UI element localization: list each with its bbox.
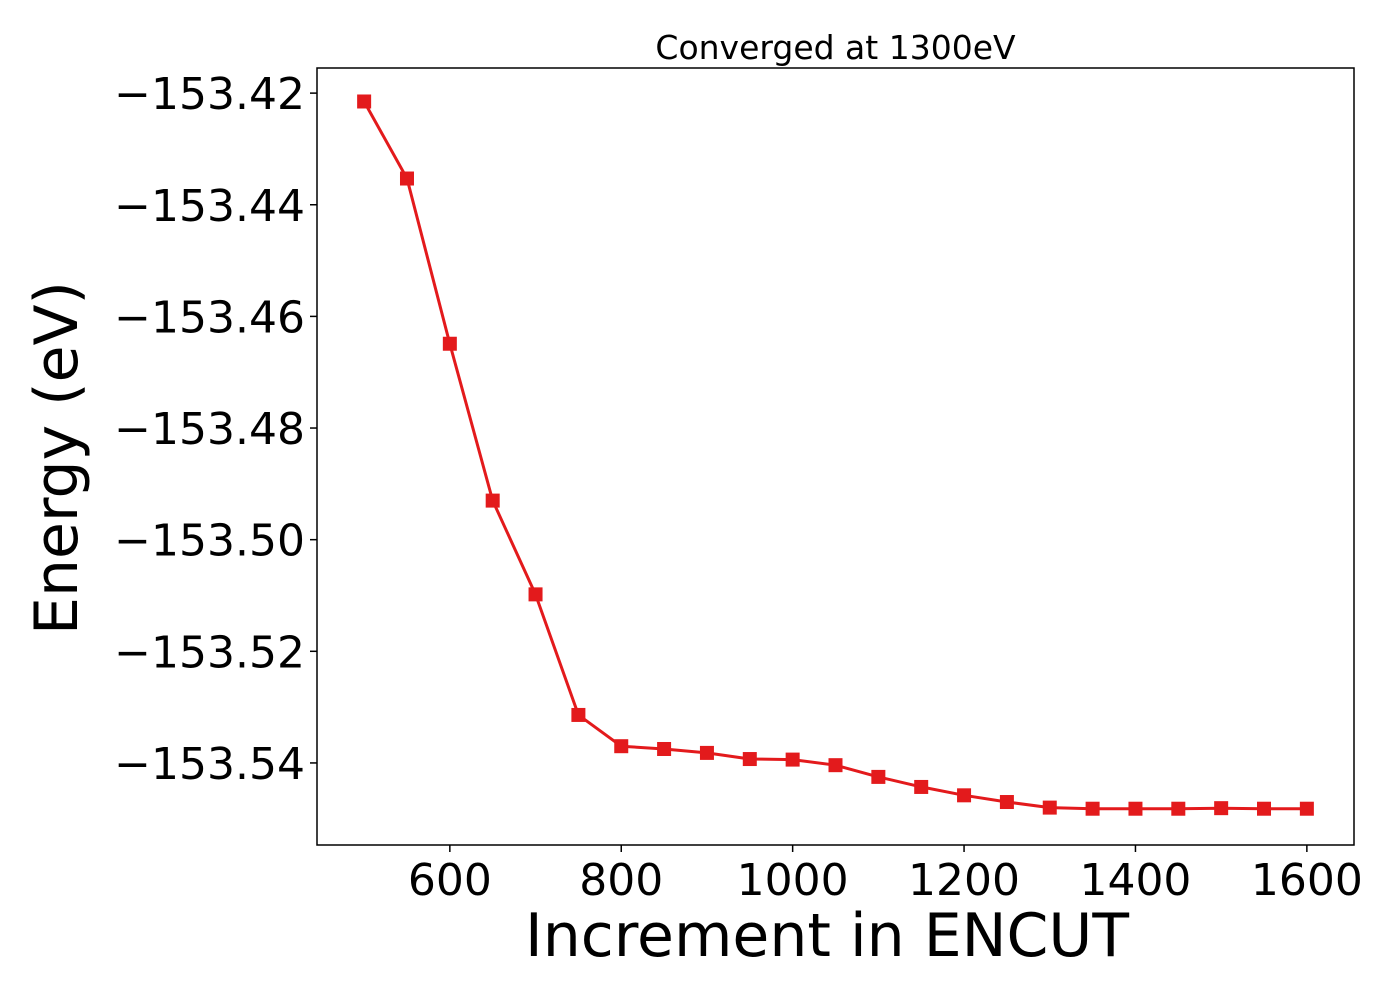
data-point (785, 752, 800, 767)
data-point (1299, 801, 1314, 816)
data-point (1042, 800, 1057, 815)
y-tick-label: −153.44 (114, 181, 305, 232)
x-tick-label: 1600 (1251, 855, 1363, 906)
y-tick-label: −153.52 (114, 627, 305, 678)
x-tick-label: 1200 (908, 855, 1020, 906)
data-point (571, 707, 586, 722)
x-axis-label: Increment in ENCUT (525, 901, 1129, 971)
plot-frame (316, 67, 1355, 846)
data-point (1214, 801, 1229, 816)
x-axis-ticks: 600 800 1000 1200 1400 1600 (408, 845, 1363, 906)
data-point (699, 745, 714, 760)
data-point (1085, 801, 1100, 816)
data-point (614, 739, 629, 754)
data-point (399, 171, 414, 186)
plot-area (317, 68, 1354, 845)
x-tick-label: 800 (579, 855, 663, 906)
data-point (442, 336, 457, 351)
y-axis-ticks: −153.42 −153.44 −153.46 −153.48 −153.50 −153.… (114, 69, 317, 790)
y-tick-label: −153.42 (114, 69, 305, 120)
chart-title: Converged at 1300eV (655, 28, 1016, 67)
data-point (528, 587, 543, 602)
x-tick-label: 600 (408, 855, 492, 906)
data-point (957, 788, 972, 803)
y-tick-label: −153.54 (114, 739, 305, 790)
data-point (828, 758, 843, 773)
data-point (1128, 801, 1143, 816)
data-point (914, 779, 929, 794)
y-axis-label: Energy (eV) (22, 281, 92, 635)
data-point (485, 493, 500, 508)
y-tick-label: −153.46 (114, 292, 305, 343)
data-point (657, 741, 672, 756)
x-tick-label: 1400 (1079, 855, 1191, 906)
data-point (1171, 801, 1186, 816)
series-layer (357, 94, 1314, 816)
data-point (871, 769, 886, 784)
data-point (357, 94, 372, 109)
data-point (1257, 801, 1272, 816)
y-tick-label: −153.48 (114, 404, 305, 455)
x-tick-label: 1000 (737, 855, 849, 906)
data-point (999, 795, 1014, 810)
data-point (742, 752, 757, 767)
y-tick-label: −153.50 (114, 516, 305, 567)
